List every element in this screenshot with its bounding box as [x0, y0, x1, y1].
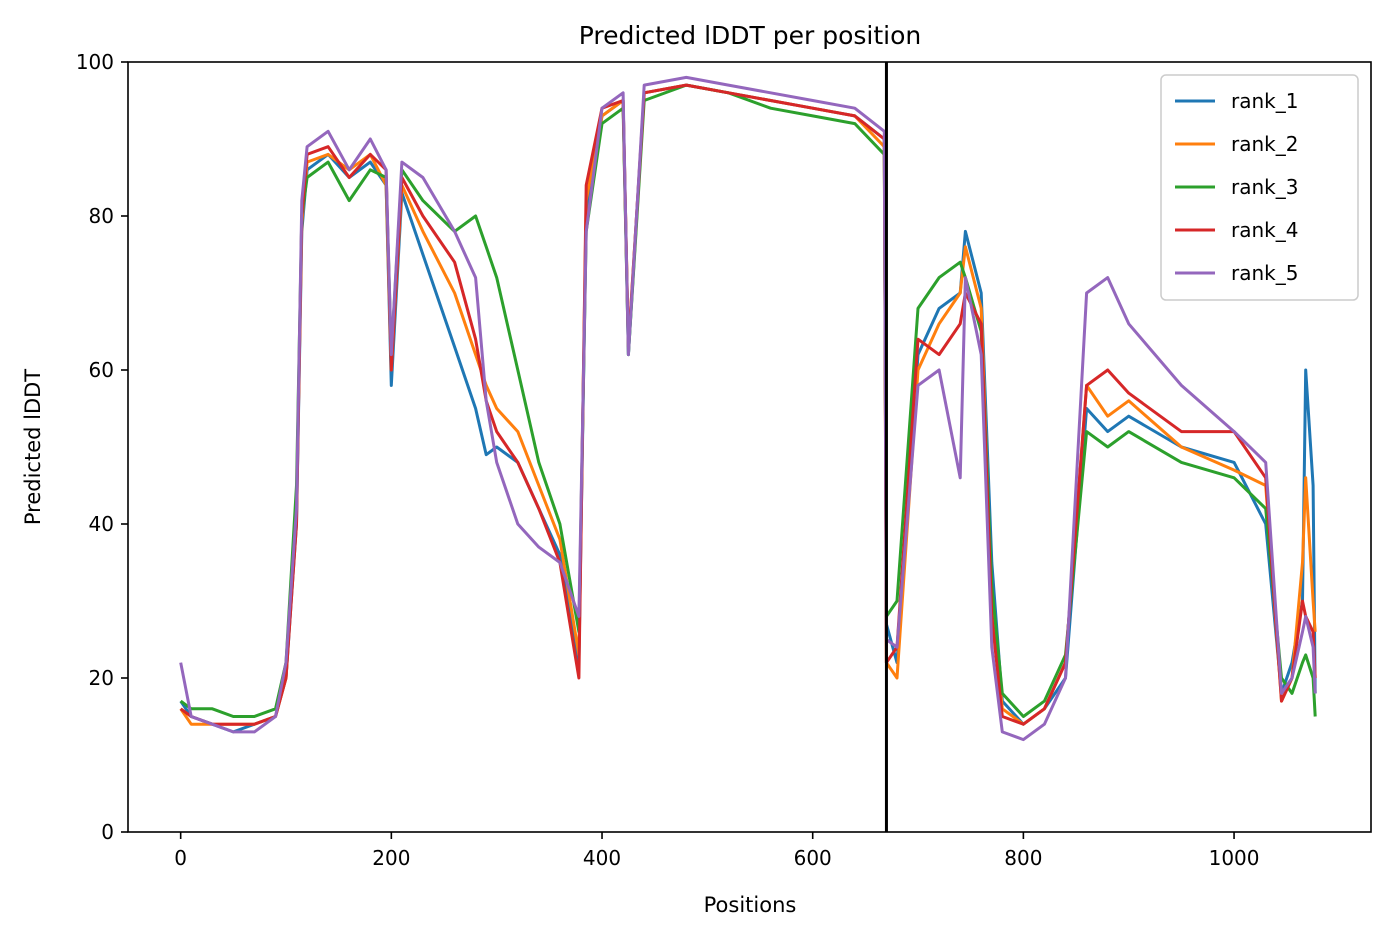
- series-line-rank-5: [179, 75, 1317, 742]
- y-tick-label: 60: [89, 358, 114, 382]
- legend-label: rank_3: [1231, 175, 1298, 199]
- y-tick-label: 100: [76, 50, 114, 74]
- x-tick-label: 800: [1004, 846, 1042, 870]
- x-tick-label: 1000: [1209, 846, 1260, 870]
- legend: rank_1 rank_2 rank_3 rank_4 rank_5: [1160, 74, 1359, 301]
- legend-label: rank_2: [1231, 132, 1298, 156]
- axes-frame: [127, 61, 1372, 833]
- plot-lines: [179, 75, 1317, 742]
- legend-label: rank_4: [1231, 218, 1298, 242]
- x-tick-label: 400: [583, 846, 621, 870]
- series-line-rank-3: [179, 83, 1317, 718]
- y-tick-label: 80: [89, 204, 114, 228]
- y-axis-ticks: 0 20 40 60 80 100: [76, 50, 128, 844]
- legend-box: [1160, 74, 1359, 301]
- x-tick-label: 600: [794, 846, 832, 870]
- chart-title: Predicted lDDT per position: [579, 21, 921, 50]
- series-line-rank-4: [179, 83, 1317, 726]
- legend-label: rank_1: [1231, 89, 1298, 113]
- y-tick-label: 20: [89, 666, 114, 690]
- y-tick-label: 0: [101, 820, 114, 844]
- y-tick-label: 40: [89, 512, 114, 536]
- x-tick-label: 200: [372, 846, 410, 870]
- x-tick-label: 0: [174, 846, 187, 870]
- x-axis-ticks: 0 200 400 600 800 1000: [174, 832, 1260, 870]
- x-axis-label: Positions: [704, 893, 797, 917]
- y-axis-label: Predicted lDDT: [21, 369, 45, 525]
- legend-label: rank_5: [1231, 261, 1298, 285]
